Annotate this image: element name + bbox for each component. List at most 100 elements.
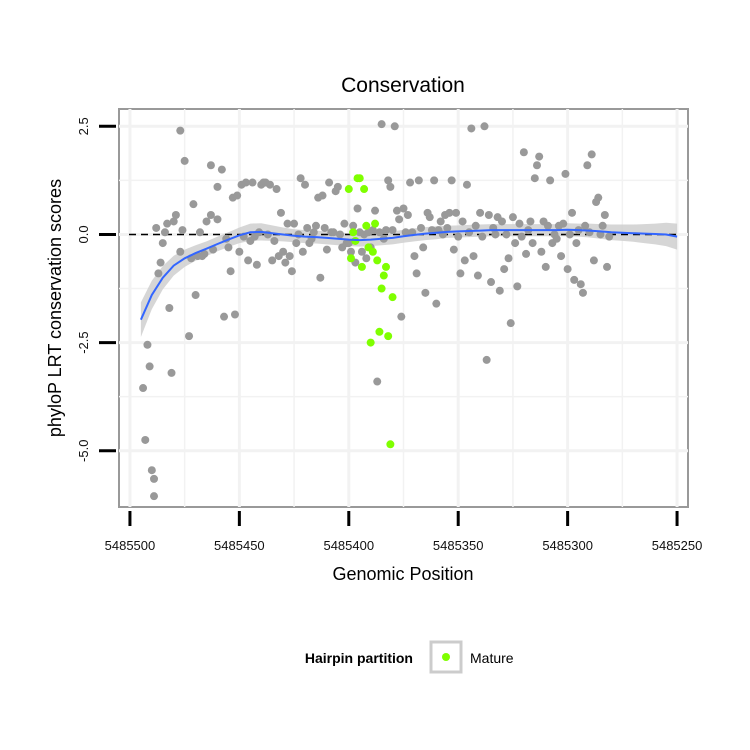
data-point (456, 269, 465, 278)
data-point (268, 256, 277, 265)
data-point (381, 226, 390, 235)
data-point (285, 252, 294, 261)
data-point (552, 234, 561, 243)
data-point (200, 249, 209, 258)
data-point (526, 217, 535, 226)
data-point (454, 232, 463, 241)
mature-data-point (377, 284, 386, 293)
data-point (443, 223, 452, 232)
mature-data-point (346, 254, 355, 263)
data-point (213, 182, 222, 191)
data-point (419, 243, 428, 252)
legend-title: Hairpin partition (305, 650, 413, 666)
data-point (213, 215, 222, 224)
data-point (528, 239, 537, 248)
data-point (392, 206, 401, 215)
data-point (189, 200, 198, 209)
data-point (224, 243, 233, 252)
data-point (375, 228, 384, 237)
mature-data-point (379, 271, 388, 280)
mature-data-point (344, 185, 353, 194)
data-point (401, 228, 410, 237)
data-point (541, 262, 550, 271)
data-point (322, 245, 331, 254)
mature-data-point (386, 440, 395, 449)
data-point (206, 161, 215, 170)
data-point (581, 221, 590, 230)
data-point (152, 223, 161, 232)
data-point (290, 219, 299, 228)
data-point (559, 219, 568, 228)
data-point (589, 256, 598, 265)
x-tick-label: 5485250 (652, 538, 703, 553)
data-point (248, 178, 257, 187)
data-point (353, 204, 362, 213)
mature-data-point (371, 219, 380, 228)
x-tick-label: 5485450 (214, 538, 265, 553)
data-point (471, 221, 480, 230)
data-point (272, 185, 281, 194)
data-point (270, 236, 279, 245)
data-point (309, 228, 318, 237)
data-point (160, 228, 169, 237)
data-point (421, 288, 430, 297)
data-point (169, 217, 178, 226)
data-point (537, 247, 546, 256)
data-point (473, 271, 482, 280)
y-tick-label: -2.5 (76, 331, 91, 353)
data-point (357, 247, 366, 256)
data-point (469, 252, 478, 261)
data-point (206, 210, 215, 219)
data-point (508, 213, 517, 222)
mature-data-point (362, 221, 371, 230)
data-point (449, 245, 458, 254)
data-point (139, 384, 148, 393)
data-point (399, 204, 408, 213)
data-point (287, 267, 296, 276)
data-point (171, 210, 180, 219)
data-point (600, 210, 609, 219)
data-point (147, 466, 156, 475)
data-point (504, 254, 513, 263)
data-point (519, 148, 528, 157)
y-tick-label: 2.5 (76, 117, 91, 135)
data-point (576, 280, 585, 289)
data-point (165, 304, 174, 312)
data-point (578, 288, 587, 297)
data-point (233, 191, 242, 200)
data-point (320, 223, 329, 232)
data-point (150, 492, 159, 501)
data-point (500, 265, 509, 274)
data-point (436, 217, 445, 226)
data-point (587, 150, 596, 159)
data-point (497, 217, 506, 226)
data-point (316, 273, 325, 282)
data-point (318, 191, 327, 200)
data-point (298, 247, 307, 256)
data-point (388, 226, 397, 235)
data-point (410, 252, 419, 261)
data-point (430, 176, 439, 185)
data-point (445, 208, 454, 217)
mature-data-point (381, 262, 390, 271)
data-point (333, 182, 342, 191)
x-tick-label: 5485350 (433, 538, 484, 553)
data-point (395, 215, 404, 224)
data-point (557, 252, 566, 261)
data-point (325, 178, 334, 187)
data-point (340, 219, 349, 228)
data-point (292, 239, 301, 248)
data-point (403, 210, 412, 219)
y-tick-label: -5.0 (76, 440, 91, 462)
data-point (279, 247, 288, 256)
data-point (458, 217, 467, 226)
data-point (336, 230, 345, 239)
data-point (176, 247, 185, 256)
data-point (368, 226, 377, 235)
x-tick-label: 5485500 (105, 538, 156, 553)
mature-data-point (360, 185, 369, 194)
data-point (143, 340, 152, 349)
data-point (406, 178, 415, 187)
scatter-points (139, 120, 614, 501)
data-point (266, 180, 275, 189)
